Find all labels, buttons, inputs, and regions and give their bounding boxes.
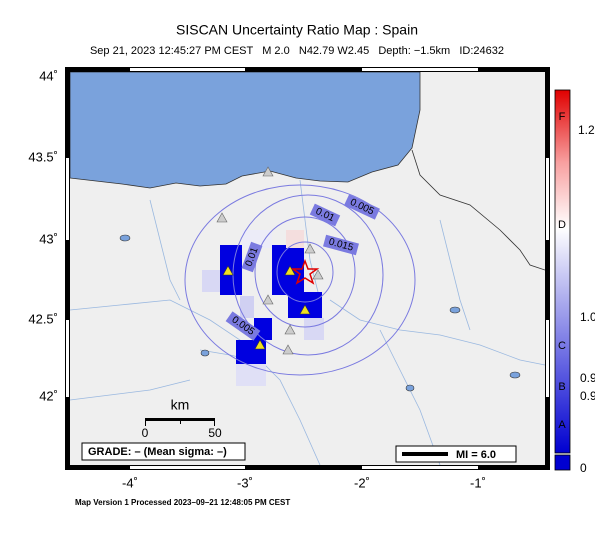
colorbar-value: 1.2: [578, 123, 595, 137]
colorbar-value: 1.0: [580, 310, 595, 324]
subtitle: Sep 21, 2023 12:45:27 PM CEST M 2.0 N42.…: [90, 45, 504, 57]
epicenter: [290, 258, 320, 285]
mi-legend: MI = 6.0: [456, 449, 496, 461]
grade-box: [81, 442, 246, 461]
colorbar: [554, 89, 571, 454]
lat-label: 42˚: [39, 388, 58, 403]
colorbar-values: 1.2 1.0 0.9 0.9 0: [578, 123, 595, 475]
colorbar-value: 0.9: [580, 371, 595, 385]
grade-letter: A: [558, 419, 566, 431]
mi-box: [395, 445, 517, 463]
lat-labels: 44˚ 43.5˚ 43˚ 42.5˚ 42˚: [28, 68, 58, 403]
lat-label: 44˚: [39, 68, 58, 83]
uncertainty-cells: [202, 230, 324, 386]
contour-labels: 0.01 0.005 0.015 0.01 0.005: [225, 194, 380, 341]
footer: Map Version 1 Processed 2023–09–21 12:48…: [75, 498, 290, 507]
lon-label: -4˚: [122, 475, 138, 490]
title: SISCAN Uncertainty Ratio Map : Spain: [176, 22, 418, 38]
grade-letter: B: [558, 381, 565, 393]
scale-unit: km: [171, 397, 190, 413]
lat-label: 43.5˚: [28, 149, 58, 164]
scale-bar: [145, 418, 215, 426]
colorbar-floor: [554, 454, 571, 471]
lon-labels: -4˚ -3˚ -2˚ -1˚: [122, 475, 486, 490]
lat-label: 42.5˚: [28, 311, 58, 326]
colorbar-value: 0.9: [580, 389, 595, 403]
colorbar-value: 0: [580, 461, 587, 475]
lakes: [119, 234, 521, 392]
lon-label: -2˚: [354, 475, 370, 490]
grade: GRADE: – (Mean sigma: –): [88, 446, 227, 458]
lon-label: -1˚: [470, 475, 486, 490]
lon-label: -3˚: [237, 475, 253, 490]
map-area: 0.01 0.005 0.015 0.01 0.005: [70, 72, 545, 465]
grade-letter: D: [558, 219, 566, 231]
scale-label: 0: [142, 426, 149, 440]
border: [411, 149, 545, 271]
scale-label: 50: [208, 426, 222, 440]
stations: [216, 166, 324, 355]
lat-label: 43˚: [39, 231, 58, 246]
sea: [70, 72, 421, 189]
mi-bar: [402, 452, 448, 456]
grade-letter: C: [558, 340, 566, 352]
grade-letter: F: [559, 111, 566, 123]
colorbar-letters: F D C B A: [558, 111, 566, 431]
frame-ticks: [66, 68, 549, 469]
